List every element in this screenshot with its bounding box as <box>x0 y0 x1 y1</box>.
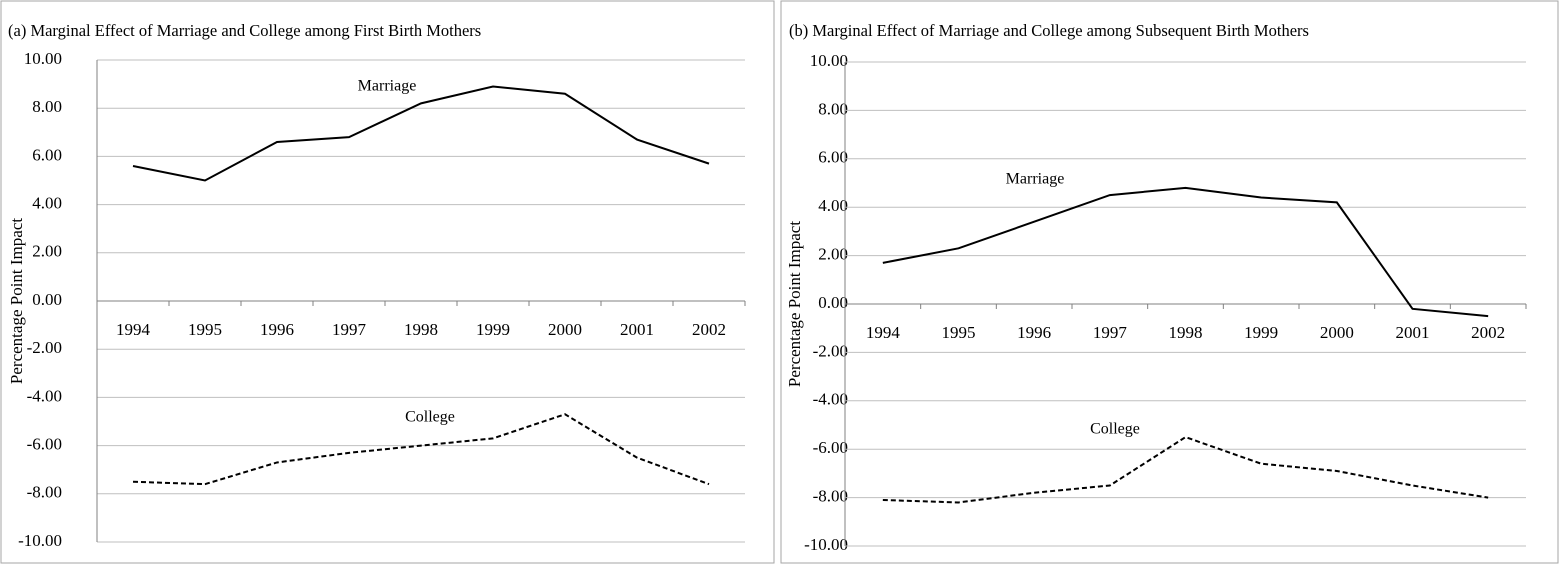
y-tick-label: -10.00 <box>804 535 848 554</box>
x-tick-label: 1999 <box>476 320 510 339</box>
y-tick-label: 10.00 <box>24 49 62 68</box>
y-tick-label: 0.00 <box>32 290 62 309</box>
x-tick-label: 2002 <box>692 320 726 339</box>
x-tick-label: 1994 <box>866 323 901 342</box>
y-tick-label: 10.00 <box>810 51 848 70</box>
y-tick-label: -4.00 <box>813 390 848 409</box>
y-tick-label: 4.00 <box>32 194 62 213</box>
y-tick-label: -8.00 <box>813 487 848 506</box>
y-tick-label: -8.00 <box>27 483 62 502</box>
y-tick-label: 2.00 <box>818 245 848 264</box>
y-tick-label: 8.00 <box>818 99 848 118</box>
series-line <box>882 186 1489 318</box>
series-line <box>132 85 710 182</box>
series-label: Marriage <box>1006 171 1065 188</box>
y-axis-label: Percentage Point Impact <box>7 218 26 384</box>
y-tick-label: 4.00 <box>818 196 848 215</box>
x-tick-label: 1995 <box>942 323 976 342</box>
panel-border <box>0 0 775 564</box>
series-label: Marriage <box>358 78 417 95</box>
x-tick-label: 1999 <box>1244 323 1278 342</box>
x-tick-label: 2001 <box>620 320 654 339</box>
x-tick-label: 1996 <box>1017 323 1051 342</box>
x-tick-label: 1995 <box>188 320 222 339</box>
series-label: College <box>1090 421 1140 438</box>
x-tick-label: 1994 <box>116 320 151 339</box>
y-tick-label: -10.00 <box>18 531 62 550</box>
series-line <box>132 413 710 486</box>
chart-title: (b) Marginal Effect of Marriage and Coll… <box>789 21 1309 40</box>
y-tick-label: -6.00 <box>27 435 62 454</box>
y-tick-label: 6.00 <box>32 145 62 164</box>
x-tick-label: 2000 <box>548 320 582 339</box>
y-tick-label: -6.00 <box>813 438 848 457</box>
y-axis-label: Percentage Point Impact <box>785 221 804 387</box>
x-tick-label: 1997 <box>1093 323 1128 342</box>
chart-title: (a) Marginal Effect of Marriage and Coll… <box>8 21 481 40</box>
y-tick-label: 2.00 <box>32 242 62 261</box>
x-tick-label: 1998 <box>404 320 438 339</box>
x-tick-label: 1998 <box>1169 323 1203 342</box>
y-tick-label: -4.00 <box>27 386 62 405</box>
x-tick-label: 2002 <box>1471 323 1505 342</box>
panel-border <box>780 0 1559 564</box>
y-tick-label: -2.00 <box>27 338 62 357</box>
x-tick-label: 1996 <box>260 320 294 339</box>
y-tick-label: -2.00 <box>813 341 848 360</box>
series-label: College <box>405 409 455 426</box>
x-tick-label: 1997 <box>332 320 367 339</box>
x-tick-label: 2000 <box>1320 323 1354 342</box>
y-tick-label: 8.00 <box>32 97 62 116</box>
y-tick-label: 0.00 <box>818 293 848 312</box>
x-tick-label: 2001 <box>1396 323 1430 342</box>
y-tick-label: 6.00 <box>818 148 848 167</box>
series-line <box>882 435 1489 504</box>
